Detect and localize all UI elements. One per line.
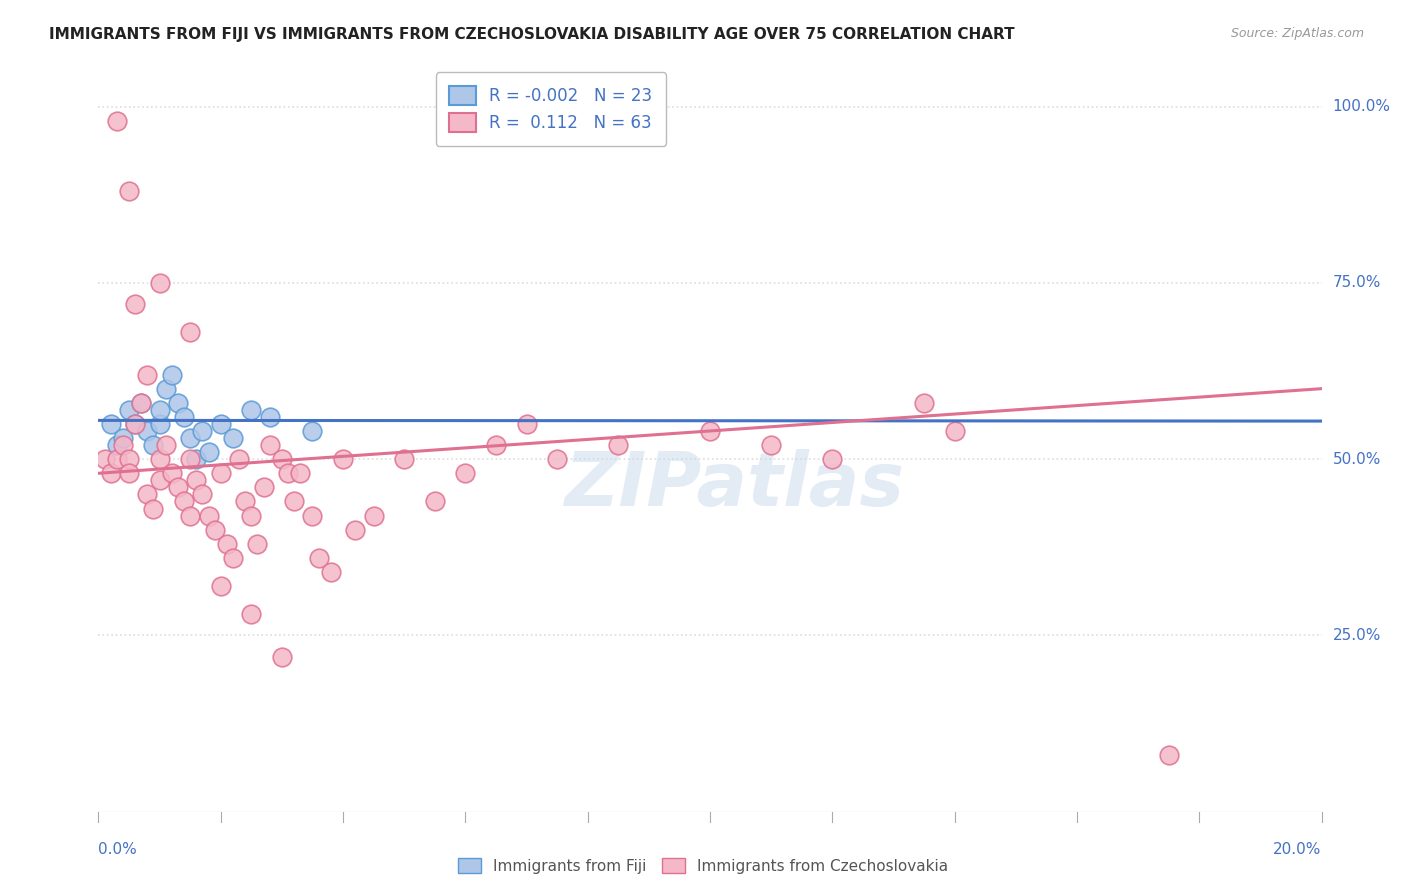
Point [149, 402, 172, 417]
Point [222, 550, 245, 565]
Point [209, 417, 232, 431]
Text: IMMIGRANTS FROM FIJI VS IMMIGRANTS FROM CZECHOSLOVAKIA DISABILITY AGE OVER 75 CO: IMMIGRANTS FROM FIJI VS IMMIGRANTS FROM … [49, 27, 1015, 42]
Point [363, 508, 385, 523]
Point [197, 508, 219, 523]
Point [149, 417, 172, 431]
Point [186, 452, 208, 467]
Point [105, 113, 128, 128]
Point [186, 473, 208, 487]
Point [155, 382, 177, 396]
Point [179, 452, 201, 467]
Point [129, 396, 152, 410]
Point [699, 424, 721, 438]
Point [912, 396, 935, 410]
Point [100, 467, 122, 481]
Point [222, 431, 245, 445]
Point [332, 452, 354, 467]
Point [607, 438, 630, 452]
Text: Source: ZipAtlas.com: Source: ZipAtlas.com [1230, 27, 1364, 40]
Point [344, 523, 367, 537]
Point [105, 452, 128, 467]
Point [943, 424, 966, 438]
Point [191, 424, 214, 438]
Point [136, 487, 159, 501]
Point [319, 565, 342, 579]
Point [124, 417, 146, 431]
Point [259, 409, 281, 424]
Point [100, 417, 122, 431]
Point [149, 452, 172, 467]
Point [179, 325, 201, 339]
Point [111, 431, 134, 445]
Point [118, 184, 141, 198]
Point [118, 467, 141, 481]
Point [129, 396, 152, 410]
Point [191, 487, 214, 501]
Point [392, 452, 416, 467]
Point [167, 396, 190, 410]
Point [270, 452, 294, 467]
Point [423, 494, 446, 508]
Point [240, 508, 263, 523]
Point [301, 508, 323, 523]
Text: 0.0%: 0.0% [98, 842, 138, 857]
Text: 100.0%: 100.0% [1333, 99, 1391, 114]
Point [240, 402, 263, 417]
Point [277, 467, 299, 481]
Point [308, 550, 330, 565]
Point [124, 297, 146, 311]
Point [761, 438, 783, 452]
Legend: R = -0.002   N = 23, R =  0.112   N = 63: R = -0.002 N = 23, R = 0.112 N = 63 [436, 72, 666, 145]
Point [215, 537, 238, 551]
Point [546, 452, 568, 467]
Point [179, 431, 201, 445]
Text: 50.0%: 50.0% [1333, 451, 1381, 467]
Point [111, 438, 134, 452]
Point [93, 452, 115, 467]
Point [136, 424, 159, 438]
Point [173, 409, 195, 424]
Text: 20.0%: 20.0% [1274, 842, 1322, 857]
Point [204, 523, 226, 537]
Point [179, 508, 201, 523]
Point [124, 417, 146, 431]
Point [228, 452, 250, 467]
Point [246, 537, 269, 551]
Point [142, 501, 165, 516]
Point [485, 438, 508, 452]
Text: 25.0%: 25.0% [1333, 628, 1381, 643]
Point [118, 452, 141, 467]
Text: 75.0%: 75.0% [1333, 276, 1381, 291]
Point [290, 467, 312, 481]
Point [142, 438, 165, 452]
Point [259, 438, 281, 452]
Point [240, 607, 263, 622]
Point [155, 438, 177, 452]
Point [233, 494, 256, 508]
Point [270, 649, 294, 664]
Y-axis label: Disability Age Over 75: Disability Age Over 75 [0, 356, 7, 527]
Point [136, 368, 159, 382]
Point [105, 438, 128, 452]
Point [301, 424, 323, 438]
Point [209, 579, 232, 593]
Point [118, 402, 141, 417]
Point [173, 494, 195, 508]
Point [160, 368, 183, 382]
Point [1157, 748, 1180, 763]
Point [149, 473, 172, 487]
Point [167, 480, 190, 494]
Point [209, 467, 232, 481]
Point [197, 445, 219, 459]
Point [160, 467, 183, 481]
Point [516, 417, 538, 431]
Point [149, 276, 172, 290]
Text: ZIPatlas: ZIPatlas [564, 450, 904, 523]
Point [252, 480, 274, 494]
Point [821, 452, 844, 467]
Point [454, 467, 477, 481]
Point [283, 494, 305, 508]
Legend: Immigrants from Fiji, Immigrants from Czechoslovakia: Immigrants from Fiji, Immigrants from Cz… [451, 852, 955, 880]
